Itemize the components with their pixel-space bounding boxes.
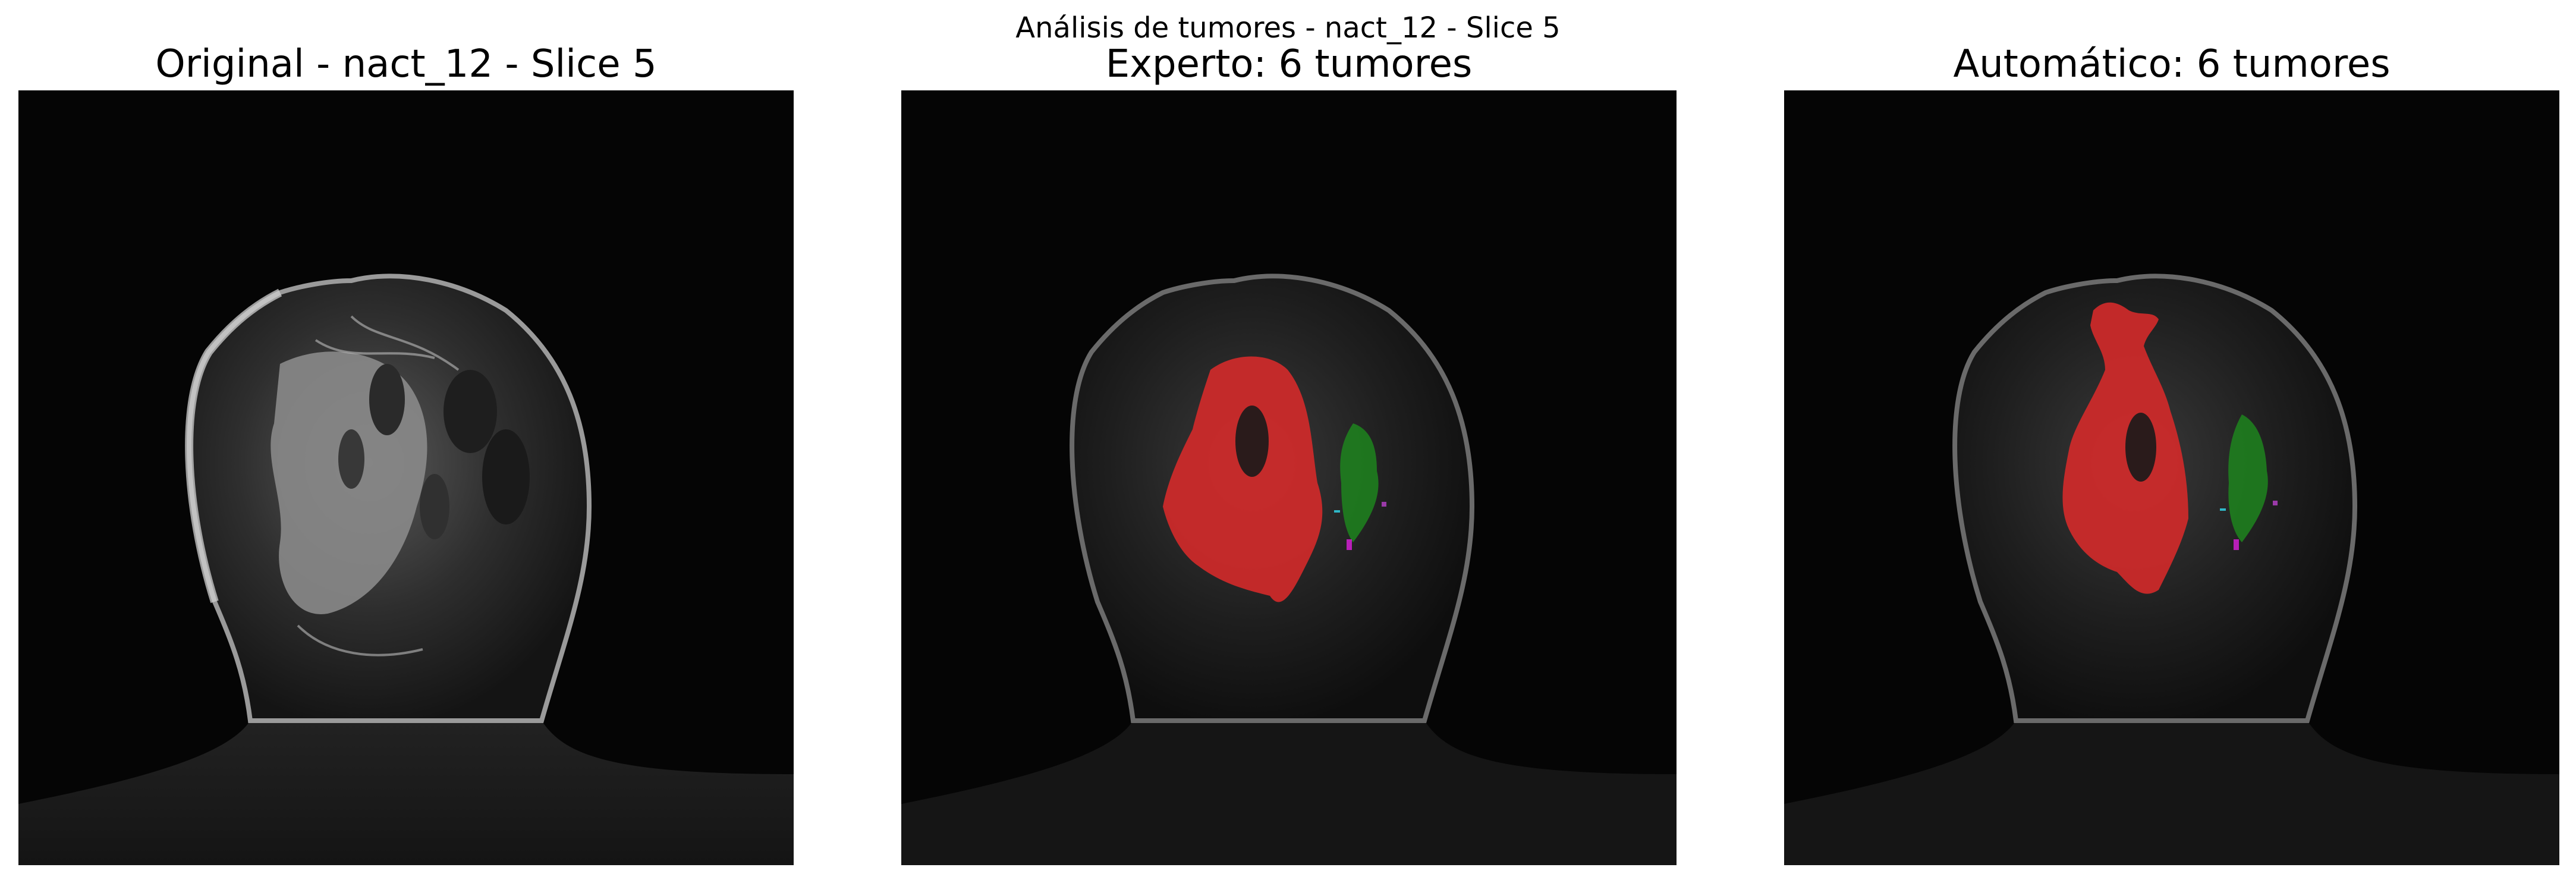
expert-segmentation-image [901, 90, 1677, 865]
automatic-tumor-cyan [2220, 508, 2226, 511]
automatic-tumor-purple [2273, 501, 2278, 505]
expert-tumor-purple [1382, 502, 1386, 507]
expert-panel-title: Experto: 6 tumores [1105, 42, 1473, 86]
automatic-tumor-green [2228, 414, 2268, 542]
expert-tumor-green [1340, 423, 1379, 542]
figure-suptitle: Análisis de tumores - nact_12 - Slice 5 [1015, 11, 1561, 45]
expert-tumor-red [1163, 356, 1323, 602]
original-panel-title: Original - nact_12 - Slice 5 [155, 42, 657, 86]
automatic-panel-title: Automático: 6 tumores [1953, 42, 2391, 86]
automatic-tumor-magenta [2234, 539, 2239, 550]
expert-tumor-magenta [1347, 539, 1352, 550]
expert-tumor-cyan [1334, 510, 1340, 513]
automatic-segmentation-image [1784, 90, 2559, 865]
original-mri-image [18, 90, 794, 865]
